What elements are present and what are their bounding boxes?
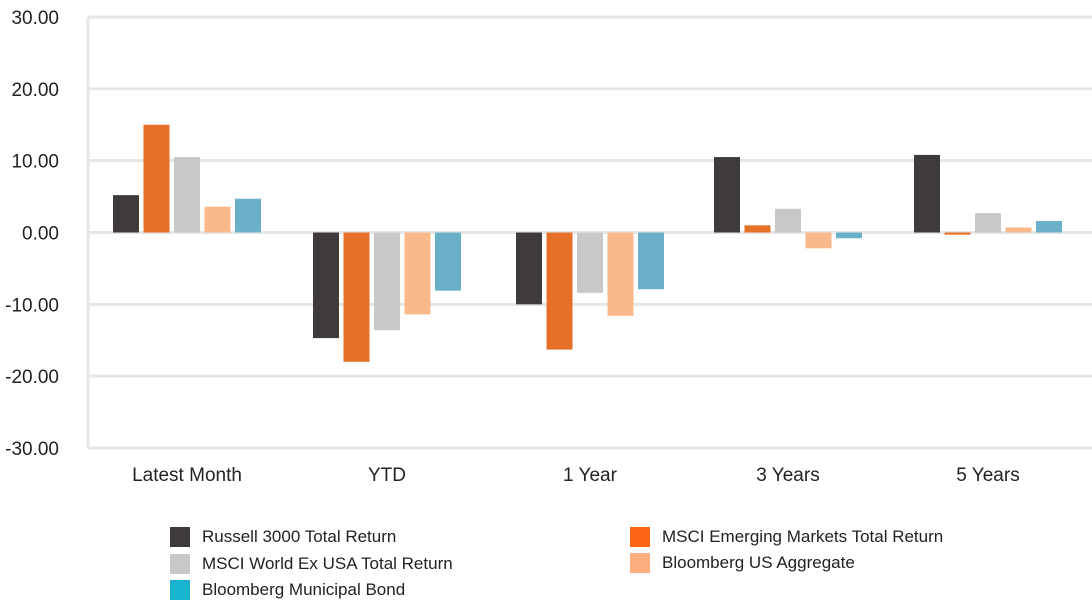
x-category-label: 1 Year xyxy=(563,465,618,486)
y-axis-ticks: 30.00 20.00 10.00 0.00 -10.00 -20.00 -30.00 xyxy=(5,8,59,460)
bar xyxy=(313,232,339,339)
bar xyxy=(1005,227,1032,233)
bar xyxy=(343,232,370,362)
bar xyxy=(374,232,400,331)
y-tick-label: -20.00 xyxy=(5,367,59,388)
bar xyxy=(775,208,801,233)
x-category-label: YTD xyxy=(368,465,406,486)
bar xyxy=(516,232,542,305)
bars xyxy=(113,124,1062,362)
y-tick-label: 20.00 xyxy=(11,80,59,101)
bar xyxy=(714,157,740,233)
y-tick-label: 10.00 xyxy=(11,152,59,173)
bar xyxy=(638,232,664,290)
bar xyxy=(836,232,862,239)
bar xyxy=(744,225,771,233)
x-axis-categories: Latest Month YTD 1 Year 3 Years 5 Years xyxy=(132,465,1020,486)
y-tick-label: -30.00 xyxy=(5,439,59,460)
bar xyxy=(174,157,200,233)
bar xyxy=(204,206,231,233)
bar xyxy=(607,232,634,316)
bar xyxy=(1036,221,1062,233)
bar xyxy=(805,232,832,249)
y-tick-label: 0.00 xyxy=(22,224,59,245)
bar xyxy=(143,124,170,233)
x-category-label: Latest Month xyxy=(132,465,242,486)
bar xyxy=(975,213,1001,233)
bar xyxy=(113,195,139,233)
y-tick-label: 30.00 xyxy=(11,8,59,29)
bar xyxy=(546,232,573,350)
bar xyxy=(404,232,431,315)
x-category-label: 5 Years xyxy=(956,465,1019,486)
y-tick-label: -10.00 xyxy=(5,295,59,316)
x-category-label: 3 Years xyxy=(756,465,819,486)
bar xyxy=(944,232,971,235)
bar xyxy=(235,198,261,233)
bar xyxy=(914,154,940,233)
bar xyxy=(577,232,603,293)
bar xyxy=(435,232,461,291)
